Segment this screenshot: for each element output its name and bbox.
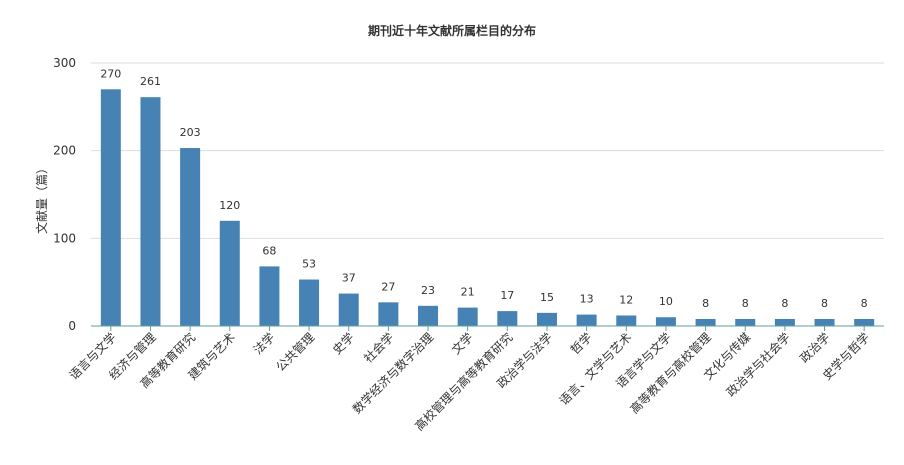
data-label: 8 — [742, 297, 749, 310]
bar[interactable] — [735, 318, 756, 326]
gridlines — [91, 62, 884, 239]
data-label: 8 — [821, 297, 828, 310]
data-label: 21 — [461, 286, 475, 299]
bars — [100, 89, 875, 326]
bar[interactable] — [259, 266, 280, 326]
x-tick-label: 社会学 — [360, 330, 396, 366]
x-tick-label: 公共管理 — [273, 330, 318, 375]
bar[interactable] — [576, 314, 597, 326]
y-tick-label: 0 — [68, 319, 76, 333]
x-tick-label: 史学 — [329, 330, 357, 358]
bar[interactable] — [814, 318, 835, 326]
data-label: 15 — [540, 291, 554, 304]
bar[interactable] — [457, 307, 478, 326]
data-label: 261 — [140, 75, 161, 88]
axes — [91, 325, 884, 331]
x-tick-label: 文学 — [448, 330, 476, 358]
data-label: 10 — [659, 295, 673, 308]
bar[interactable] — [695, 318, 716, 326]
data-label: 8 — [861, 297, 868, 310]
bar[interactable] — [338, 293, 359, 326]
data-label: 8 — [702, 297, 709, 310]
y-tick-label: 100 — [53, 231, 76, 245]
bar[interactable] — [140, 97, 161, 326]
bar[interactable] — [774, 318, 795, 326]
bar[interactable] — [418, 305, 439, 326]
labels: 0100200300270语言与文学261经济与管理203高等教育研究120建筑… — [53, 56, 872, 433]
chart-title: 期刊近十年文献所属栏目的分布 — [368, 23, 536, 38]
y-tick-label: 200 — [53, 144, 76, 158]
data-label: 27 — [381, 280, 395, 293]
x-tick-label: 法学 — [250, 330, 278, 358]
data-label: 37 — [342, 272, 356, 285]
data-label: 270 — [100, 67, 121, 80]
data-label: 203 — [180, 126, 201, 139]
y-axis-label: 文献量（篇） — [34, 162, 49, 234]
data-label: 120 — [219, 199, 240, 212]
bar[interactable] — [854, 318, 875, 326]
data-label: 53 — [302, 258, 316, 271]
x-tick-label: 语言、文学与艺术 — [556, 330, 634, 408]
x-tick-label: 哲学 — [567, 330, 595, 358]
bar[interactable] — [180, 148, 201, 326]
x-tick-label: 政治学 — [797, 330, 833, 366]
y-tick-label: 300 — [53, 56, 76, 70]
bar[interactable] — [100, 89, 121, 326]
data-label: 12 — [619, 293, 633, 306]
bar[interactable] — [378, 302, 399, 326]
bar[interactable] — [655, 317, 676, 326]
data-label: 13 — [580, 293, 594, 306]
bar[interactable] — [497, 311, 518, 326]
bar[interactable] — [219, 220, 240, 326]
data-label: 17 — [500, 289, 514, 302]
bar[interactable] — [616, 315, 637, 326]
bar[interactable] — [299, 279, 320, 326]
data-label: 68 — [262, 244, 276, 257]
data-label: 8 — [781, 297, 788, 310]
bar[interactable] — [536, 312, 557, 326]
data-label: 23 — [421, 284, 435, 297]
